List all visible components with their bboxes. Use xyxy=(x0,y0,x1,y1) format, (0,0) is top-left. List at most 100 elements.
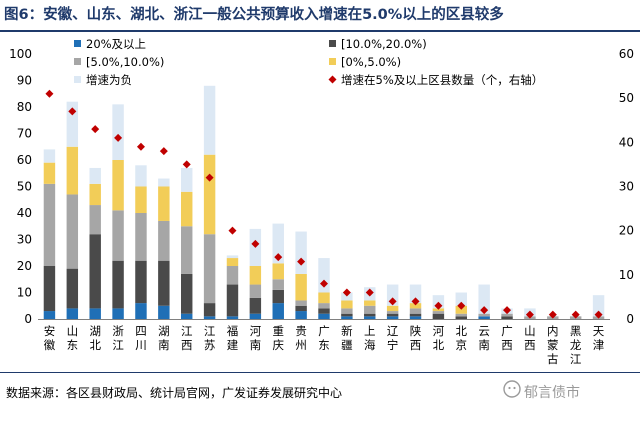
scatter-point xyxy=(136,142,145,151)
category-label: 湖北 xyxy=(89,324,101,352)
bar-segment xyxy=(181,273,193,314)
scatter-point xyxy=(205,173,214,182)
bar-segment xyxy=(409,284,422,304)
category-label: 广东 xyxy=(318,324,330,352)
bar-segment xyxy=(249,313,262,319)
bar-segment xyxy=(455,313,467,317)
left-axis-tick-label: 90 xyxy=(17,74,32,88)
bar-segment xyxy=(89,183,101,206)
scatter-point xyxy=(594,310,603,319)
left-axis-tick-label: 60 xyxy=(17,153,32,167)
bar-segment xyxy=(386,311,399,314)
bar-segment xyxy=(592,295,605,317)
bar-segment xyxy=(89,205,101,235)
scatter-point xyxy=(525,310,534,319)
scatter-point xyxy=(457,301,466,310)
category-label: 北京 xyxy=(456,324,468,352)
bar-segment xyxy=(341,308,353,314)
bar-segment xyxy=(66,268,79,309)
bar-segment xyxy=(272,279,284,290)
bar-segment xyxy=(501,316,513,319)
bar-segment xyxy=(203,316,216,319)
bar-segment xyxy=(43,149,56,163)
bar-segment xyxy=(43,162,56,184)
left-axis-tick-label: 30 xyxy=(17,233,32,247)
left-axis-tick-label: 20 xyxy=(17,259,32,273)
bar-segment xyxy=(181,167,193,192)
bar-segment xyxy=(341,316,353,319)
scatter-point xyxy=(45,89,54,98)
bar-segment xyxy=(272,303,284,319)
bar-segment xyxy=(249,297,262,314)
bar-segment xyxy=(203,234,216,304)
bar-segment xyxy=(43,311,56,319)
bar-segment xyxy=(272,223,284,264)
right-axis-tick-label: 60 xyxy=(619,47,634,61)
scatter-point xyxy=(365,288,374,297)
scatter-point xyxy=(228,226,237,235)
bar-segment xyxy=(158,186,170,221)
left-axis-tick-label: 50 xyxy=(17,180,32,194)
bar-segment xyxy=(295,311,307,319)
bar-segment xyxy=(272,289,284,304)
scatter-point xyxy=(434,301,443,310)
legend-label: [5.0%,10.0%) xyxy=(86,55,164,69)
bar-segment xyxy=(295,305,307,312)
category-label: 湖南 xyxy=(158,324,170,352)
bar-segment xyxy=(364,300,376,306)
category-label: 山西 xyxy=(524,324,536,352)
bar-segment xyxy=(112,160,124,211)
bar-segment xyxy=(409,313,422,317)
bar-segment xyxy=(135,303,147,319)
left-axis-tick-label: 80 xyxy=(17,100,32,114)
scatter-point xyxy=(548,310,557,319)
bar-segment xyxy=(501,313,513,317)
right-axis-tick-label: 40 xyxy=(619,135,634,149)
chart-dots xyxy=(45,89,603,319)
bar-segment xyxy=(341,300,353,309)
scatter-point xyxy=(114,133,123,142)
category-label: 河南 xyxy=(250,324,262,352)
bar-segment xyxy=(386,316,399,319)
category-label: 四川 xyxy=(135,324,147,352)
bar-segment xyxy=(318,292,330,304)
scatter-point xyxy=(342,288,351,297)
category-labels: 安徽山东湖北浙江四川湖南江西江苏福建河南重庆贵州广东新疆上海辽宁陕西河北北京云南… xyxy=(44,324,605,366)
legend-swatch xyxy=(329,40,336,47)
bar-segment xyxy=(89,167,101,184)
legend-label: 增速在5%及以上区县数量（个，右轴） xyxy=(341,73,543,87)
bar-segment xyxy=(295,231,307,274)
category-label: 辽宁 xyxy=(387,324,399,352)
watermark-text: 郁言债市 xyxy=(524,385,580,401)
left-axis-tick-label: 40 xyxy=(17,206,32,220)
scatter-point xyxy=(411,297,420,306)
category-label: 安徽 xyxy=(44,324,56,352)
right-axis-tick-label: 20 xyxy=(619,224,634,238)
bar-segment xyxy=(66,308,79,319)
category-label: 贵州 xyxy=(295,324,307,352)
bar-segment xyxy=(203,303,216,317)
bar-segment xyxy=(135,260,147,304)
bar-segment xyxy=(318,308,330,314)
bar-segment xyxy=(249,266,262,285)
legend-label: 增速为负 xyxy=(86,73,132,87)
bar-segment xyxy=(409,316,422,319)
wechat-logo-icon xyxy=(503,380,521,398)
scatter-point xyxy=(480,306,489,315)
category-label: 上海 xyxy=(364,324,376,352)
bar-segment xyxy=(226,255,239,259)
page-title: 图6：安徽、山东、湖北、浙江一般公共预算收入增速在5.0%以上的区县较多 xyxy=(4,7,504,23)
left-axis-tick-label: 10 xyxy=(17,286,32,300)
bar-segment xyxy=(158,220,170,261)
bar-segment xyxy=(432,313,445,319)
bar-segment xyxy=(203,85,216,155)
footer-divider xyxy=(0,372,640,373)
bar-segment xyxy=(341,313,353,317)
bar-segment xyxy=(409,308,422,314)
legend-swatch xyxy=(74,76,81,83)
bar-segment xyxy=(386,284,399,306)
bar-segment xyxy=(181,226,193,274)
category-label: 广西 xyxy=(501,324,513,352)
legend-swatch xyxy=(74,58,81,65)
scatter-point xyxy=(251,239,260,248)
